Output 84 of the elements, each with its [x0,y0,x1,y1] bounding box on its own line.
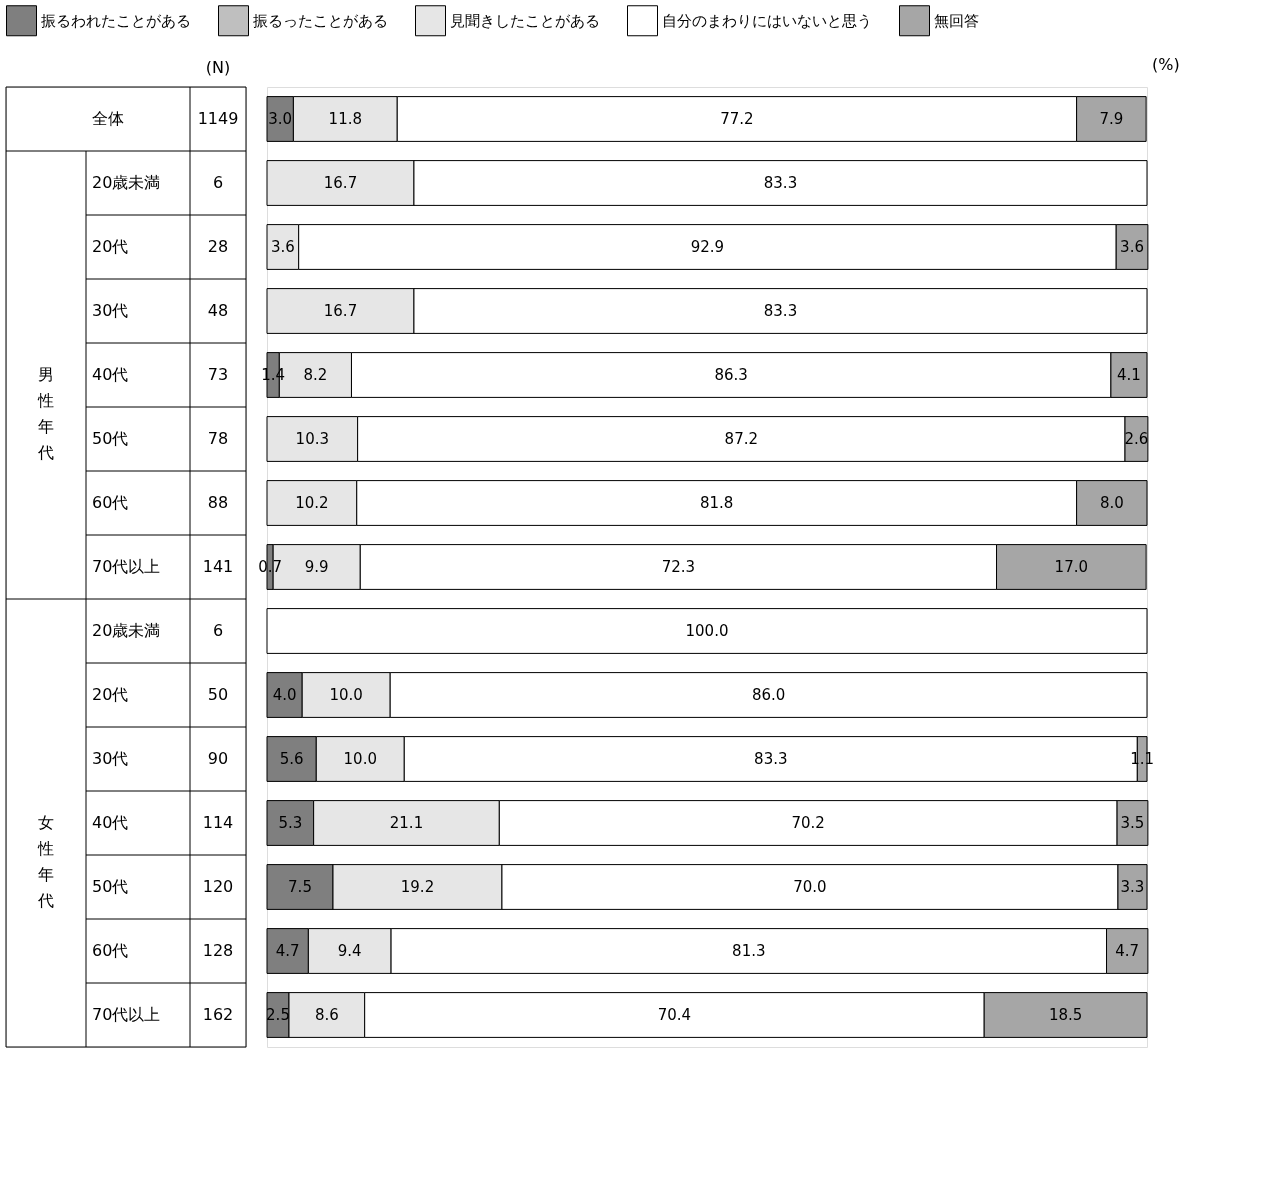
y2-tick-label: 73 [207,365,229,384]
y2-tick-label: 48 [207,301,229,320]
data-label: 70.4 [657,1006,692,1024]
data-label: 86.3 [714,366,748,384]
data-label: 83.3 [763,302,798,320]
y-tick-label: 20代 [92,237,129,256]
y-tick-label: 全体 [92,109,124,128]
data-label: 10.2 [295,494,329,512]
data-label: 10.0 [343,750,377,768]
data-label: 3.3 [1120,878,1145,896]
data-label: 9.9 [304,558,329,576]
y-tick-label: 30代 [92,749,129,768]
y-tick-label: 60代 [92,941,129,960]
data-label: 3.0 [268,110,293,128]
data-label: 4.0 [272,686,297,704]
data-label: 5.6 [279,750,304,768]
data-label: 86.0 [751,686,786,704]
data-label: 4.1 [1117,366,1141,384]
data-label: 100.0 [685,622,729,640]
data-label: 17.0 [1054,558,1089,576]
y-tick-label: 20歳未満 [92,173,161,192]
legend-label: 振るったことがある [253,11,388,30]
data-label: 5.3 [278,814,303,832]
data-label: 11.8 [328,110,363,128]
y2-tick-label: 141 [202,557,234,576]
bar [266,608,1148,654]
y2-tick-label: 6 [212,173,224,192]
y2-tick-label: 1149 [197,109,239,128]
data-label: 72.3 [661,558,696,576]
y-tick-label: 20歳未満 [92,621,161,640]
data-label: 70.0 [793,878,827,896]
text: 男性年代 [37,365,54,462]
legend-label: 見聞きしたことがある [450,11,600,30]
data-label: 77.2 [720,110,754,128]
data-label: 3.6 [1120,238,1144,256]
data-label: 70.2 [791,814,825,832]
data-label: 83.3 [754,750,788,768]
data-label: 81.8 [699,494,734,512]
data-label: 92.9 [690,238,725,256]
data-label: 21.1 [389,814,424,832]
data-label: 4.7 [275,942,300,960]
y-tick-label: 60代 [92,493,129,512]
y2-tick-label: 90 [207,749,229,768]
y2-tick-label: 162 [202,1005,234,1024]
data-label: 19.2 [400,878,435,896]
data-label: 87.2 [724,430,759,448]
data-label: 4.7 [1115,942,1140,960]
y2-tick-label: 28 [207,237,229,256]
data-label: 16.7 [323,174,358,192]
data-label: 81.3 [732,942,766,960]
data-label: 16.7 [323,302,358,320]
data-label: 8.6 [314,1006,339,1024]
y-tick-label: 50代 [92,429,129,448]
y2-tick-label: 128 [202,941,234,960]
y2-tick-label: 114 [202,813,234,832]
y-tick-label: 40代 [92,365,129,384]
legend-label: 振るわれたことがある [41,11,191,30]
y2-tick-label: 120 [202,877,234,896]
data-label: 3.6 [270,238,295,256]
data-label: 8.0 [1099,494,1124,512]
data-label: 7.9 [1099,110,1124,128]
legend-label: 無回答 [934,11,979,30]
data-label: 7.5 [288,878,312,896]
y2-tick-label: 78 [207,429,229,448]
y-tick-label: 20代 [92,685,129,704]
text: 女性年代 [37,813,54,910]
y-tick-label: 30代 [92,301,129,320]
y2-tick-label: 88 [207,493,229,512]
y-tick-label: 70代以上 [92,1005,161,1024]
data-label: 18.5 [1048,1006,1083,1024]
legend-label: 自分のまわりにはいないと思う [662,11,872,30]
data-label: 9.4 [337,942,362,960]
data-label: 8.2 [303,366,328,384]
text: (N) [205,57,231,77]
data-label: 3.5 [1120,814,1145,832]
y2-tick-label: 6 [212,621,224,640]
data-label: 10.3 [295,430,330,448]
y-tick-label: 70代以上 [92,557,161,576]
data-label: 83.3 [763,174,798,192]
text: (%) [1152,54,1180,74]
data-label: 10.0 [329,686,363,704]
y2-tick-label: 50 [207,685,229,704]
y-tick-label: 50代 [92,877,129,896]
y-tick-label: 40代 [92,813,129,832]
